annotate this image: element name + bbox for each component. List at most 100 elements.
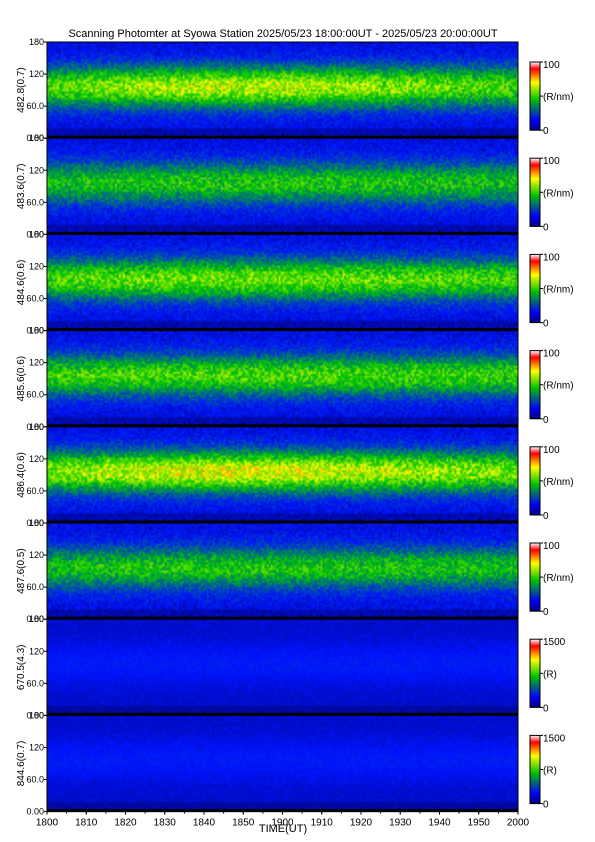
x-tick-label: 1930: [389, 818, 412, 829]
y-tick-label: 120: [29, 646, 44, 656]
y-tick-label: 60.0: [26, 197, 44, 207]
colorbar-max-label: 100: [543, 349, 560, 360]
x-tick-label: 2000: [507, 818, 530, 829]
colorbar-max-label: 100: [543, 60, 560, 71]
x-tick-label: 1810: [75, 818, 98, 829]
y-tick-label: 120: [29, 165, 44, 175]
panel-ylabel: 483.6(0.7): [16, 164, 27, 210]
y-tick-label: 180: [29, 229, 44, 239]
y-tick-label: 180: [29, 710, 44, 720]
panel-1: 0.00 60.0 120 180 482.8(0.7) 100 (R/nm) 0: [16, 37, 574, 143]
colorbar-gradient: [529, 638, 541, 708]
panel-ylabel: 485.6(0.6): [16, 356, 27, 402]
panel-ylabel: 484.6(0.6): [16, 260, 27, 306]
y-tick-label: 120: [29, 742, 44, 752]
x-tick-label: 1820: [114, 818, 137, 829]
y-tick-label: 120: [29, 550, 44, 560]
y-tick-label: 60.0: [26, 486, 44, 496]
colorbar-unit: (R/nm): [543, 188, 574, 199]
y-tick-label: 60.0: [26, 582, 44, 592]
colorbar-gradient: [529, 253, 541, 324]
colorbar-4: 100 (R/nm) 0: [529, 349, 574, 426]
heatmap-8: [47, 715, 518, 811]
colorbar-max-label: 100: [543, 252, 560, 263]
colorbar-max-label: 100: [543, 541, 560, 552]
y-tick-label: 0.00: [26, 710, 44, 720]
heatmap-4: [47, 330, 518, 426]
x-tick-label: 1950: [468, 818, 491, 829]
colorbar-max-label: 1500: [543, 637, 566, 648]
y-tick-label: 0.00: [26, 326, 44, 336]
y-tick-label: 60.0: [26, 101, 44, 111]
y-tick-label: 0.00: [26, 422, 44, 432]
panel-ylabel: 670.5(4.3): [16, 645, 27, 691]
y-tick-label: 60.0: [26, 390, 44, 400]
colorbar-gradient: [529, 446, 541, 516]
colorbar-gradient: [529, 61, 541, 131]
y-tick-label: 180: [29, 614, 44, 624]
colorbar-6: 100 (R/nm) 0: [529, 541, 574, 618]
colorbar-gradient: [529, 542, 541, 612]
y-tick-label: 0.00: [26, 614, 44, 624]
x-tick-label: 1850: [232, 818, 255, 829]
y-tick-label: 0.00: [26, 518, 44, 528]
x-tick-label: 1920: [350, 818, 373, 829]
x-tick-label: 1900: [271, 818, 294, 829]
heatmap-2: [47, 138, 518, 233]
colorbar-unit: (R): [543, 669, 557, 680]
y-tick-label: 0.00: [26, 133, 44, 143]
heatmap-1: [47, 42, 518, 137]
y-tick-label: 180: [29, 422, 44, 432]
y-tick-label: 120: [29, 261, 44, 271]
x-tick-label: 1840: [193, 818, 216, 829]
panel-ylabel: 486.4(0.6): [16, 452, 27, 498]
y-tick-label: 60.0: [26, 775, 44, 785]
x-tick-label: 1800: [36, 818, 59, 829]
colorbar-max-label: 100: [543, 445, 560, 456]
y-tick-label: 180: [29, 326, 44, 336]
heatmap-6: [47, 523, 518, 618]
colorbar-min-label: 0: [543, 800, 549, 811]
colorbar-7: 1500 (R) 0: [529, 637, 566, 714]
x-axis-label: TIME(UT): [259, 823, 307, 835]
colorbar-3: 100 (R/nm) 0: [529, 252, 574, 330]
colorbar-8: 1500 (R) 0: [529, 733, 566, 811]
y-tick-label: 120: [29, 69, 44, 79]
colorbar-min-label: 0: [543, 703, 549, 714]
colorbar-unit: (R/nm): [543, 381, 574, 392]
chart-title: Scanning Photomter at Syowa Station 2025…: [68, 28, 497, 40]
colorbar-unit: (R/nm): [543, 285, 574, 296]
y-tick-label: 120: [29, 358, 44, 368]
y-tick-label: 0.00: [26, 807, 44, 817]
y-tick-label: 180: [29, 133, 44, 143]
colorbar-2: 100 (R/nm) 0: [529, 156, 574, 233]
panel-3: 0.00 60.0 120 180 484.6(0.6) 100 (R/nm) 0: [16, 229, 574, 335]
panel-ylabel: 487.6(0.5): [16, 548, 27, 594]
colorbar-min-label: 0: [543, 319, 549, 330]
panel-4: 0.00 60.0 120 180 485.6(0.6) 100 (R/nm) 0: [16, 326, 574, 432]
y-tick-label: 0.00: [26, 229, 44, 239]
colorbar-1: 100 (R/nm) 0: [529, 60, 574, 137]
colorbar-min-label: 0: [543, 415, 549, 426]
y-tick-label: 120: [29, 454, 44, 464]
colorbar-unit: (R/nm): [543, 92, 574, 103]
x-axis: 1800 1810 1820 1830 1840 1850 1900 1910 1920 1930…: [36, 807, 530, 829]
colorbar-gradient: [529, 734, 541, 805]
heatmap-5: [47, 426, 518, 522]
colorbar-max-label: 100: [543, 156, 560, 167]
panel-2: 0.00 60.0 120 180 483.6(0.7) 100 (R/nm) 0: [16, 133, 574, 239]
x-tick-label: 1940: [428, 818, 451, 829]
y-tick-label: 60.0: [26, 294, 44, 304]
panel-5: 0.00 60.0 120 180 486.4(0.6) 100 (R/nm) 0: [16, 422, 574, 528]
panel-ylabel: 482.8(0.7): [16, 67, 27, 113]
colorbar-gradient: [529, 350, 541, 420]
heatmap-7: [47, 619, 518, 714]
y-tick-label: 60.0: [26, 678, 44, 688]
colorbar-unit: (R/nm): [543, 573, 574, 584]
colorbar-gradient: [529, 157, 541, 227]
panel-7: 0.00 60.0 120 180 670.5(4.3) 1500 (R) 0: [16, 614, 566, 720]
colorbar-min-label: 0: [543, 511, 549, 522]
y-tick-label: 180: [29, 518, 44, 528]
heatmap-3: [47, 234, 518, 330]
